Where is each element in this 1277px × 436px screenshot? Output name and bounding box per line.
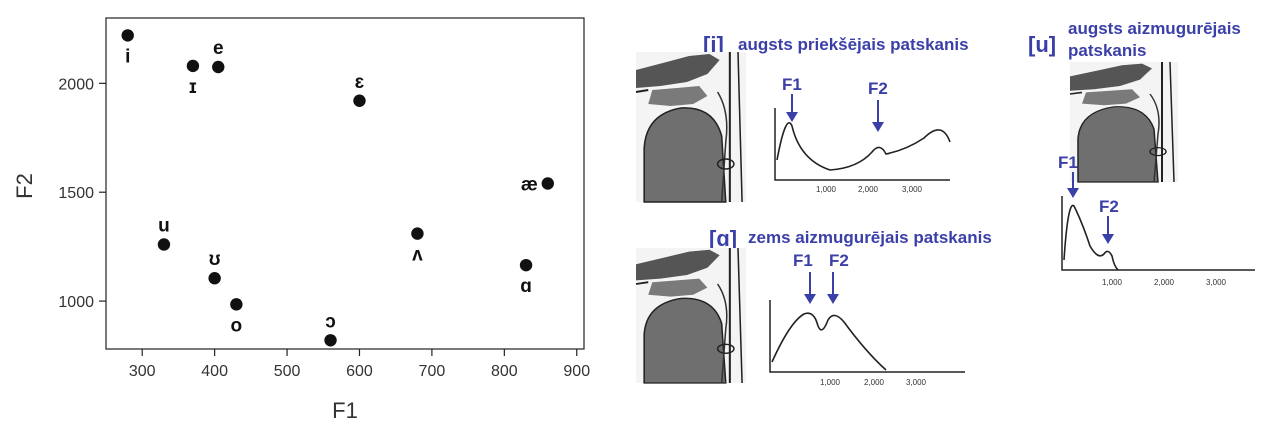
vowel-u-symbol: [u]	[1028, 32, 1056, 57]
x-tick-label: 300	[129, 363, 156, 380]
data-point	[324, 334, 337, 347]
tick-u-2000: 2,000	[1154, 278, 1175, 287]
vowel-i-panel: [i] augsts priekšējais patskanis F1 F2 1…	[634, 32, 969, 204]
y-tick-label: 1500	[58, 185, 94, 202]
vowel-articulation-figure: [i] augsts priekšējais patskanis F1 F2 1…	[634, 19, 1255, 387]
formant-label-a-f2: F2	[829, 251, 849, 270]
y-axis-label: F2	[12, 173, 37, 199]
spectrum-curve-i	[776, 122, 951, 171]
point-label: ɪ	[189, 77, 197, 98]
point-label: ʌ	[412, 245, 423, 266]
x-tick-label: 400	[201, 363, 228, 380]
spectrum-axes-u	[1061, 196, 1255, 271]
point-label: ɛ	[355, 72, 364, 93]
formant-label-a-f1: F1	[793, 251, 813, 270]
x-tick-label: 900	[563, 363, 590, 380]
vocal-tract-u	[1069, 61, 1179, 183]
data-point	[186, 59, 200, 73]
data-point	[212, 60, 225, 74]
x-axis-label: F1	[332, 398, 358, 423]
data-point	[353, 94, 366, 107]
x-tick-label: 500	[274, 363, 301, 380]
tick-a-1000: 1,000	[820, 378, 841, 387]
tick-a-2000: 2,000	[864, 378, 885, 387]
tick-i-2000: 2,000	[858, 185, 879, 194]
y-tick-label: 2000	[58, 76, 94, 93]
point-label: i	[125, 46, 130, 67]
data-point	[541, 177, 554, 190]
vowel-i-symbol: [i]	[703, 32, 724, 57]
spectrum-u: F1 F2 1,000 2,000 3,000	[1058, 153, 1255, 287]
plot-frame	[105, 17, 585, 350]
data-points: i ɪe ɛ æ u ʊ o ɔ ʌ ɑ	[121, 29, 554, 347]
y-axis-ticks: 1000 1500 2000	[58, 76, 106, 311]
tick-u-1000: 1,000	[1102, 278, 1123, 287]
formant-label-i-f1: F1	[782, 75, 802, 94]
formant-label-u-f1: F1	[1058, 153, 1078, 172]
vowel-formant-chart: 300 400 500 600 700 800 900 1000 1500 2000 i ɪe ɛ æ…	[12, 17, 590, 423]
formant-label-u-f2: F2	[1099, 197, 1119, 216]
x-tick-label: 800	[491, 363, 518, 380]
point-label: e	[213, 38, 224, 59]
point-label: o	[231, 315, 243, 336]
vowel-a-symbol: [ɑ]	[709, 226, 737, 251]
data-point	[411, 227, 424, 240]
spectrum-curve-u	[1063, 204, 1119, 271]
vocal-tract-i	[634, 50, 748, 204]
spectrum-i: F1 F2 1,000 2,000 3,000	[774, 75, 951, 194]
data-point	[121, 29, 134, 42]
formant-label-i-f2: F2	[868, 79, 888, 98]
point-label: ɑ	[520, 276, 532, 297]
vowel-a-panel: [ɑ] zems aizmugurējais patskanis F1 F2 1…	[634, 226, 992, 387]
vowel-i-description: augsts priekšējais patskanis	[738, 35, 969, 54]
point-label: ɔ	[325, 311, 336, 332]
spectrum-axes-i	[774, 108, 950, 181]
x-tick-label: 600	[346, 363, 373, 380]
data-point	[519, 258, 533, 272]
tick-u-3000: 3,000	[1206, 278, 1227, 287]
spectrum-a: F1 F2 1,000 2,000 3,000	[769, 251, 965, 387]
vowel-u-description-line1: augsts aizmugurējais	[1068, 19, 1241, 38]
tick-i-3000: 3,000	[902, 185, 923, 194]
point-label: ʊ	[209, 249, 221, 270]
point-label: æ	[521, 175, 538, 196]
data-point	[230, 298, 243, 311]
x-tick-label: 700	[419, 363, 446, 380]
vowel-u-description-line2: patskanis	[1068, 41, 1146, 60]
y-tick-label: 1000	[58, 294, 94, 311]
data-point	[208, 272, 221, 285]
point-label: u	[158, 215, 170, 236]
data-point	[157, 238, 171, 251]
vowel-u-panel: [u] augsts aizmugurējais patskanis F1 F2…	[1028, 19, 1255, 287]
vowel-a-description: zems aizmugurējais patskanis	[748, 228, 992, 247]
spectrum-curve-a	[771, 312, 887, 371]
x-axis-ticks: 300 400 500 600 700 800 900	[129, 349, 590, 380]
tick-i-1000: 1,000	[816, 185, 837, 194]
tick-a-3000: 3,000	[906, 378, 927, 387]
vocal-tract-a	[634, 246, 748, 385]
spectrum-axes-a	[769, 300, 965, 373]
